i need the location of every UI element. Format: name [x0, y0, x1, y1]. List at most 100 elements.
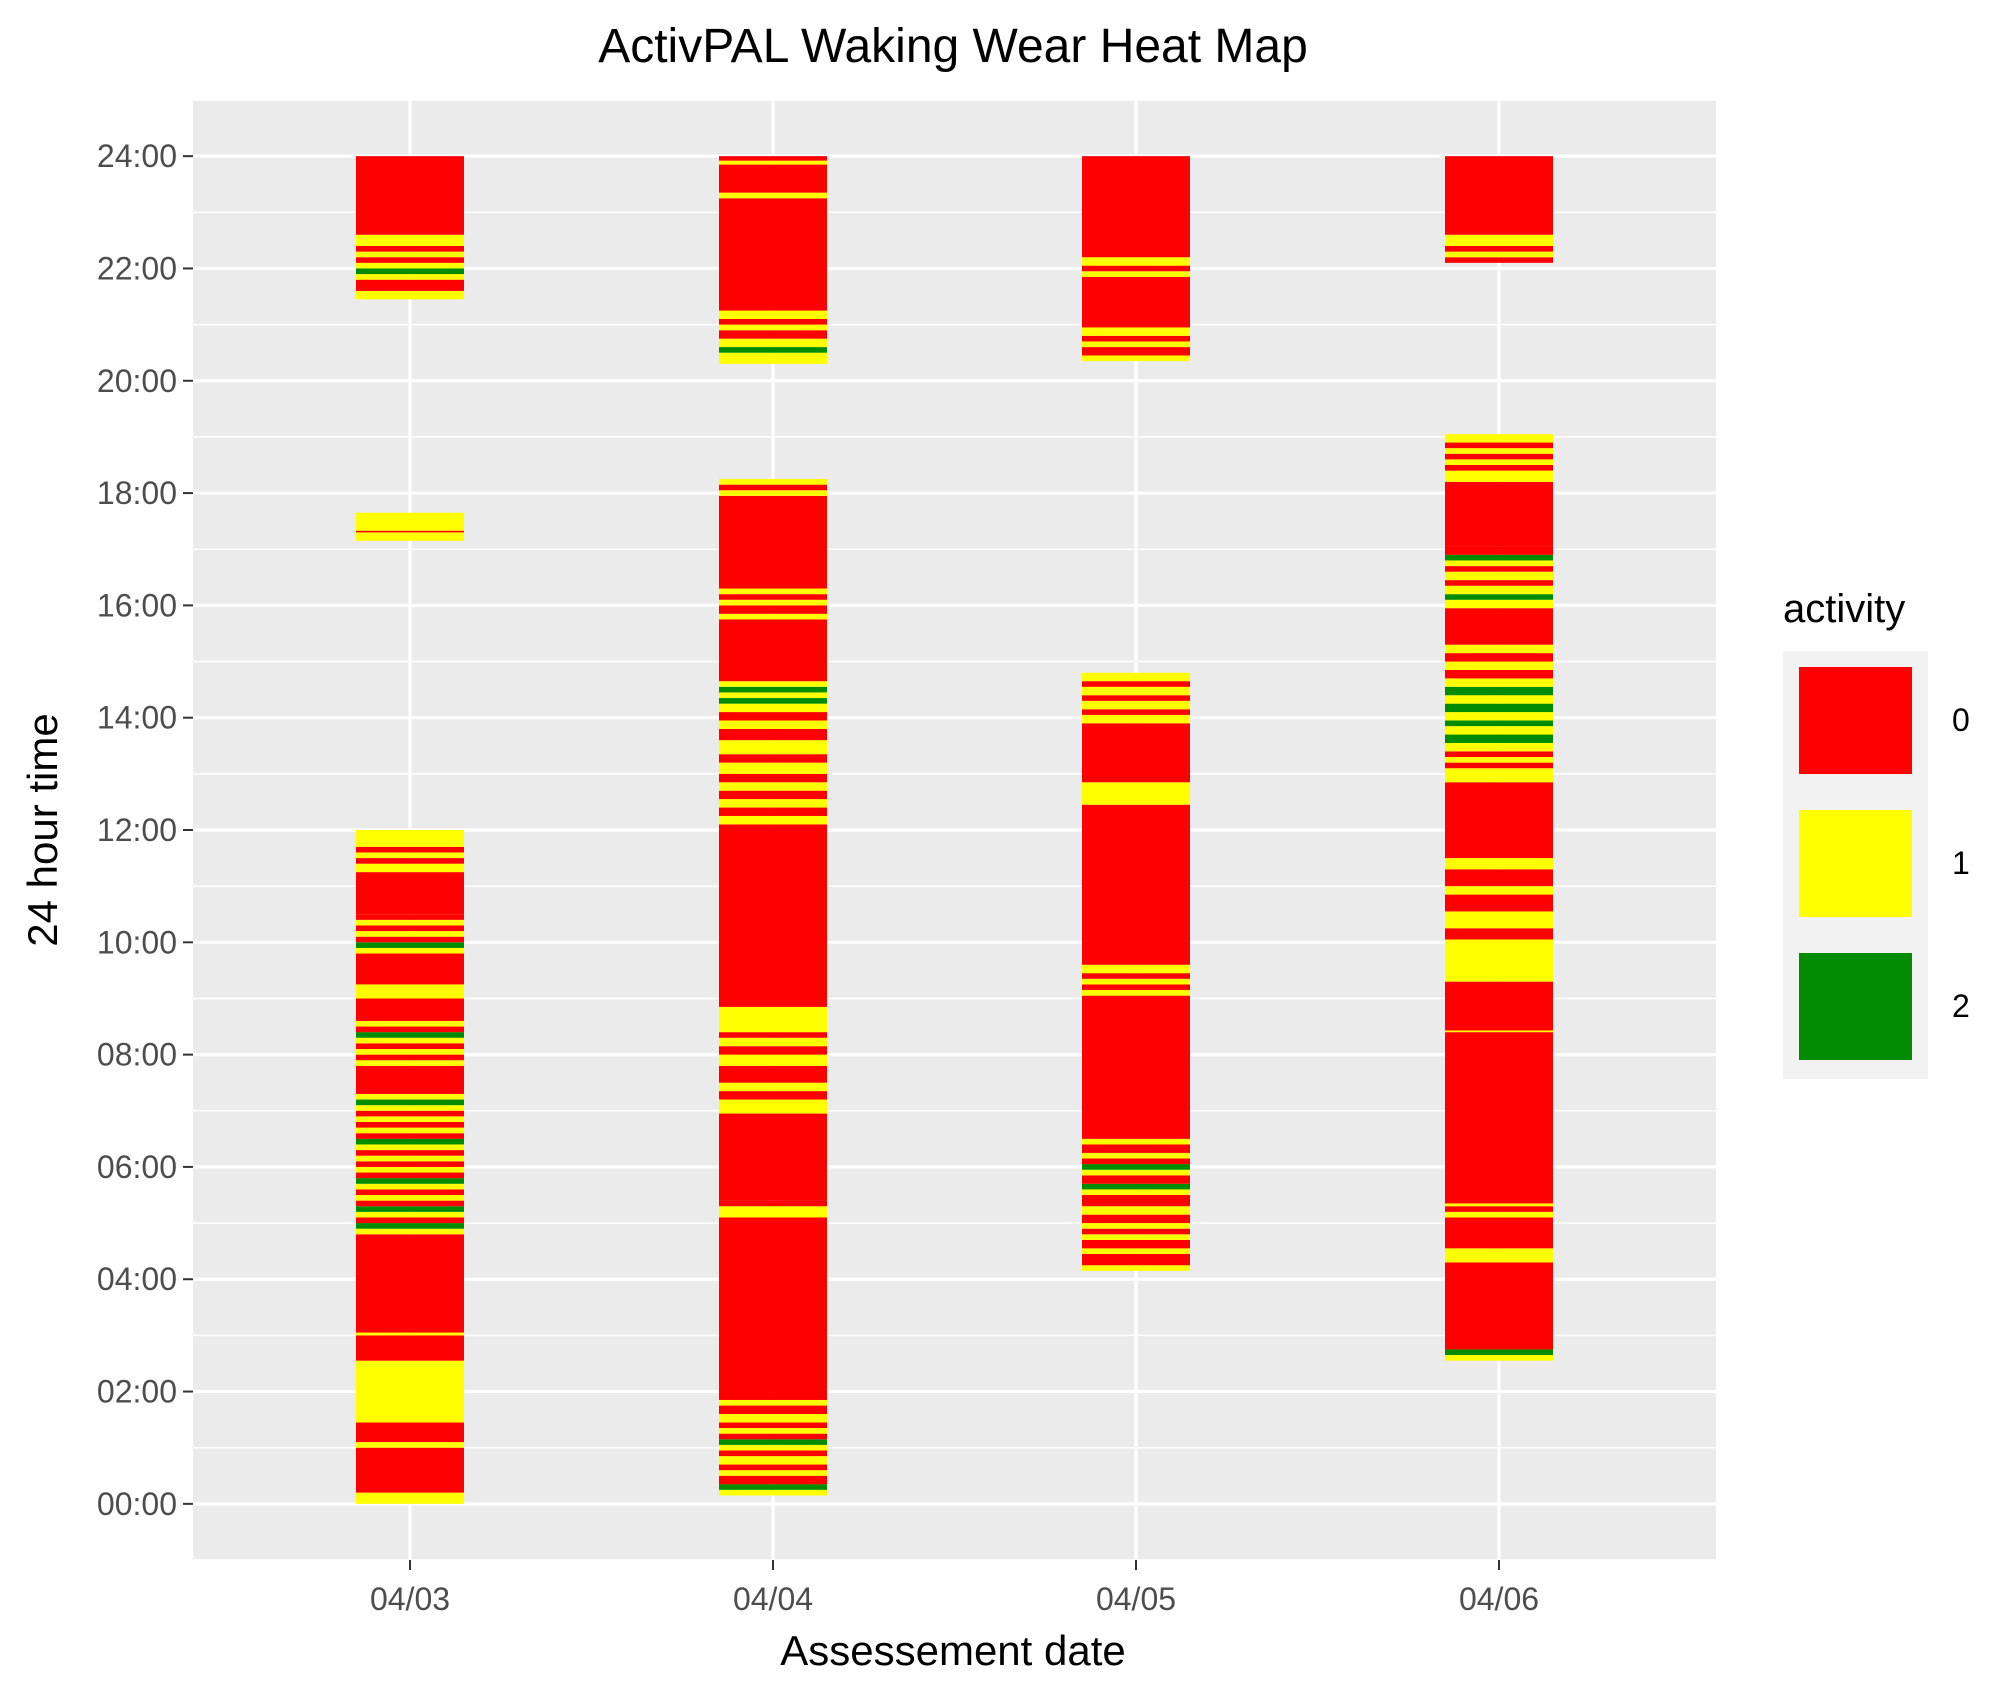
heat-tile	[719, 1444, 827, 1451]
heat-tile	[1082, 681, 1190, 687]
heat-tile	[719, 754, 827, 763]
heat-tile	[719, 720, 827, 729]
heat-tile	[1445, 720, 1553, 727]
heat-tile	[1445, 566, 1553, 572]
heat-tile	[356, 1442, 464, 1448]
y-tick-label: 16:00	[97, 587, 177, 623]
heat-tile	[719, 1206, 827, 1218]
heat-tile	[356, 1144, 464, 1151]
heat-tile	[1445, 442, 1553, 449]
heat-tile	[719, 1099, 827, 1114]
heat-tile	[356, 936, 464, 943]
heat-tile	[356, 942, 464, 948]
x-tick-label: 04/04	[733, 1581, 813, 1617]
heat-tile	[1445, 734, 1553, 743]
heat-tile	[356, 919, 464, 926]
y-tick-label: 24:00	[97, 138, 177, 174]
heat-tile	[1445, 858, 1553, 870]
heat-tile	[719, 160, 827, 165]
heat-tile	[356, 530, 464, 533]
heat-tile	[356, 1183, 464, 1190]
heat-tile	[356, 1223, 464, 1229]
heat-tile	[1445, 554, 1553, 561]
heat-tile	[1082, 990, 1190, 996]
x-tick-label: 04/03	[370, 1581, 450, 1617]
heat-tile	[356, 1122, 464, 1128]
heat-tile	[719, 352, 827, 364]
y-tick-label: 06:00	[97, 1149, 177, 1185]
heat-tile	[1082, 672, 1190, 682]
heat-tile	[356, 1020, 464, 1027]
y-tick-label: 00:00	[97, 1486, 177, 1522]
heat-tile	[1445, 560, 1553, 567]
heat-tile	[356, 1060, 464, 1066]
heat-tile	[719, 824, 827, 1007]
heat-tile	[356, 268, 464, 275]
heat-tile	[1445, 156, 1553, 235]
heat-tile	[719, 192, 827, 199]
heat-tile	[719, 1464, 827, 1471]
x-tick-label: 04/06	[1459, 1581, 1539, 1617]
heatmap-columns	[356, 156, 1553, 1504]
y-tick-label: 02:00	[97, 1374, 177, 1410]
heat-tile	[719, 1414, 827, 1423]
heat-tile	[719, 692, 827, 699]
heat-tile	[356, 1189, 464, 1195]
heat-tile	[1445, 594, 1553, 600]
heat-tile	[1082, 276, 1190, 328]
heat-tile	[719, 807, 827, 816]
heat-tile	[356, 1133, 464, 1139]
heat-tile	[356, 1447, 464, 1493]
heat-tile	[356, 841, 464, 847]
heat-tile	[1082, 335, 1190, 342]
column-04-03	[356, 156, 464, 1504]
heat-tile	[719, 1217, 827, 1400]
heat-tile	[356, 1206, 464, 1212]
heat-tile	[356, 1127, 464, 1134]
heat-tile	[719, 1475, 827, 1485]
heat-tile	[1445, 251, 1553, 258]
heat-tile	[719, 347, 827, 353]
heat-tile	[719, 1054, 827, 1066]
heat-tile	[719, 712, 827, 721]
y-tick-label: 08:00	[97, 1037, 177, 1073]
heat-tile	[1082, 1138, 1190, 1145]
heat-tile	[1082, 355, 1190, 362]
heat-tile	[1445, 546, 1553, 555]
column-04-06	[1445, 156, 1553, 1361]
heat-tile	[719, 1450, 827, 1457]
heat-tile	[1082, 341, 1190, 348]
heat-tile	[356, 1178, 464, 1184]
heat-tile	[1445, 1349, 1553, 1356]
heat-tile	[719, 1006, 827, 1033]
heat-tile	[1082, 1164, 1190, 1170]
heat-tile	[719, 1405, 827, 1414]
heat-tile	[356, 1116, 464, 1122]
heat-tile	[719, 1489, 827, 1496]
heat-tile	[719, 1433, 827, 1440]
heat-tile	[356, 532, 464, 541]
heat-tile	[356, 274, 464, 280]
heat-tile	[719, 605, 827, 614]
heat-tile	[356, 251, 464, 258]
heat-tile	[719, 619, 827, 682]
heat-tile	[719, 1091, 827, 1100]
y-tick-label: 12:00	[97, 812, 177, 848]
heat-tile	[719, 698, 827, 704]
heat-tile	[1445, 1217, 1553, 1249]
heat-tile	[1445, 695, 1553, 704]
heat-tile	[719, 790, 827, 800]
legend-label: 2	[1952, 988, 1970, 1024]
heat-tile	[1445, 782, 1553, 859]
heat-tile	[356, 1335, 464, 1361]
heat-tile	[1082, 700, 1190, 710]
heat-tile	[356, 1065, 464, 1094]
heat-tile	[1445, 757, 1553, 763]
heat-tile	[356, 279, 464, 291]
heat-tile	[1082, 1214, 1190, 1224]
heat-tile	[356, 1234, 464, 1333]
heat-tile	[719, 319, 827, 325]
heat-tile	[1082, 804, 1190, 965]
heat-tile	[719, 198, 827, 311]
y-tick-label: 04:00	[97, 1261, 177, 1297]
